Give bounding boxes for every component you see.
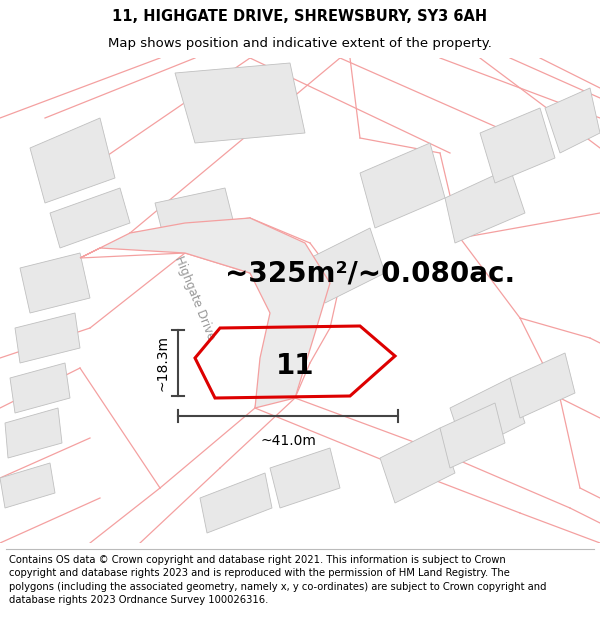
Text: Map shows position and indicative extent of the property.: Map shows position and indicative extent…: [108, 37, 492, 50]
Polygon shape: [50, 188, 130, 248]
Polygon shape: [450, 378, 525, 453]
Text: 11: 11: [276, 352, 314, 380]
Polygon shape: [440, 403, 505, 468]
Text: ~41.0m: ~41.0m: [260, 434, 316, 448]
Polygon shape: [200, 473, 272, 533]
Polygon shape: [30, 118, 115, 203]
Polygon shape: [80, 218, 330, 408]
Polygon shape: [155, 188, 235, 243]
Polygon shape: [510, 353, 575, 418]
Polygon shape: [380, 428, 455, 503]
Polygon shape: [5, 408, 62, 458]
Polygon shape: [270, 448, 340, 508]
Polygon shape: [480, 108, 555, 183]
Polygon shape: [545, 88, 600, 153]
Text: ~18.3m: ~18.3m: [156, 335, 170, 391]
Polygon shape: [10, 363, 70, 413]
Text: 11, HIGHGATE DRIVE, SHREWSBURY, SY3 6AH: 11, HIGHGATE DRIVE, SHREWSBURY, SY3 6AH: [112, 9, 488, 24]
Polygon shape: [175, 63, 305, 143]
Polygon shape: [310, 228, 385, 303]
Polygon shape: [445, 168, 525, 243]
Polygon shape: [20, 253, 90, 313]
Polygon shape: [360, 143, 445, 228]
Text: Highgate Drive: Highgate Drive: [172, 254, 218, 342]
Polygon shape: [0, 463, 55, 508]
Text: Contains OS data © Crown copyright and database right 2021. This information is : Contains OS data © Crown copyright and d…: [9, 555, 547, 605]
Text: ~325m²/~0.080ac.: ~325m²/~0.080ac.: [225, 259, 515, 287]
Polygon shape: [15, 313, 80, 363]
